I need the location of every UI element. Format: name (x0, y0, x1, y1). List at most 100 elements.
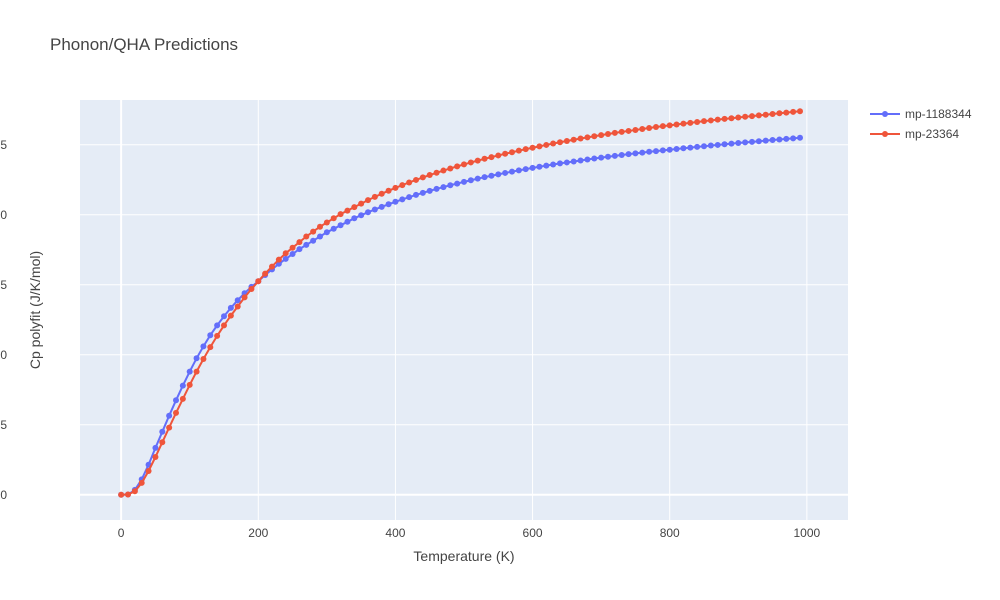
data-point[interactable] (749, 113, 755, 120)
data-point[interactable] (742, 139, 749, 146)
data-point[interactable] (659, 123, 666, 130)
data-point[interactable] (742, 113, 749, 120)
data-point[interactable] (714, 116, 721, 123)
data-point[interactable] (605, 131, 611, 138)
data-point[interactable] (248, 286, 255, 292)
data-point[interactable] (611, 152, 618, 159)
data-point[interactable] (591, 155, 598, 162)
data-point[interactable] (419, 174, 426, 181)
data-point[interactable] (330, 225, 337, 232)
legend-item[interactable]: mp-23364 (870, 127, 959, 141)
data-point[interactable] (509, 168, 515, 175)
data-point[interactable] (406, 194, 413, 201)
data-point[interactable] (269, 263, 275, 270)
data-point[interactable] (186, 381, 193, 388)
data-point[interactable] (536, 143, 543, 150)
data-point[interactable] (145, 468, 152, 474)
data-point[interactable] (419, 189, 426, 196)
data-point[interactable] (783, 135, 790, 142)
data-point[interactable] (694, 118, 701, 125)
data-point[interactable] (687, 144, 694, 151)
data-point[interactable] (371, 193, 378, 200)
data-point[interactable] (666, 146, 673, 153)
data-point[interactable] (365, 209, 371, 216)
data-point[interactable] (714, 141, 721, 148)
data-point[interactable] (646, 148, 653, 155)
data-point[interactable] (543, 141, 550, 148)
data-point[interactable] (557, 139, 563, 146)
data-point[interactable] (666, 122, 673, 129)
data-point[interactable] (653, 148, 659, 155)
data-point[interactable] (509, 149, 515, 156)
data-point[interactable] (728, 115, 735, 122)
data-point[interactable] (563, 138, 570, 145)
data-point[interactable] (282, 250, 289, 257)
data-point[interactable] (783, 109, 790, 116)
data-point[interactable] (378, 190, 385, 197)
data-point[interactable] (721, 141, 728, 148)
data-point[interactable] (797, 108, 803, 115)
data-point[interactable] (625, 127, 632, 134)
data-point[interactable] (721, 115, 728, 122)
data-point[interactable] (694, 143, 701, 150)
data-point[interactable] (440, 167, 447, 174)
data-point[interactable] (529, 144, 536, 151)
data-point[interactable] (707, 117, 714, 124)
data-point[interactable] (502, 169, 509, 176)
data-point[interactable] (481, 155, 488, 162)
data-point[interactable] (173, 409, 179, 416)
data-point[interactable] (461, 178, 467, 185)
data-point[interactable] (515, 147, 522, 154)
data-point[interactable] (131, 488, 138, 495)
data-point[interactable] (790, 108, 797, 115)
data-point[interactable] (310, 237, 317, 244)
data-point[interactable] (769, 137, 776, 144)
data-point[interactable] (227, 304, 234, 311)
data-point[interactable] (275, 256, 282, 263)
data-point[interactable] (159, 439, 166, 446)
data-point[interactable] (687, 119, 694, 126)
data-point[interactable] (351, 215, 358, 222)
data-point[interactable] (632, 150, 639, 157)
data-point[interactable] (371, 206, 378, 213)
data-point[interactable] (762, 137, 769, 144)
data-point[interactable] (755, 112, 762, 119)
data-point[interactable] (323, 229, 330, 236)
data-point[interactable] (550, 161, 557, 168)
data-point[interactable] (474, 157, 481, 164)
data-point[interactable] (659, 147, 666, 154)
data-point[interactable] (618, 128, 625, 135)
data-point[interactable] (673, 121, 680, 128)
data-point[interactable] (173, 397, 179, 404)
data-point[interactable] (296, 246, 303, 253)
data-point[interactable] (755, 138, 762, 145)
data-point[interactable] (577, 157, 584, 164)
data-point[interactable] (639, 125, 646, 132)
data-point[interactable] (447, 165, 454, 172)
data-point[interactable] (639, 149, 646, 156)
data-point[interactable] (344, 207, 351, 214)
data-point[interactable] (632, 126, 639, 133)
data-point[interactable] (591, 133, 598, 140)
data-point[interactable] (166, 412, 173, 419)
data-point[interactable] (454, 163, 461, 170)
data-point[interactable] (557, 160, 563, 167)
data-point[interactable] (186, 368, 193, 375)
data-point[interactable] (159, 428, 166, 435)
data-point[interactable] (433, 169, 440, 176)
legend-item[interactable]: mp-1188344 (870, 107, 972, 121)
data-point[interactable] (138, 479, 145, 486)
data-point[interactable] (728, 140, 735, 147)
data-point[interactable] (701, 118, 707, 125)
data-point[interactable] (488, 154, 495, 161)
data-point[interactable] (317, 233, 323, 240)
data-point[interactable] (543, 162, 550, 169)
data-point[interactable] (234, 297, 241, 304)
data-point[interactable] (467, 159, 474, 166)
data-point[interactable] (262, 270, 269, 277)
data-point[interactable] (385, 201, 392, 208)
data-point[interactable] (502, 150, 509, 157)
data-point[interactable] (221, 313, 227, 320)
data-point[interactable] (426, 172, 433, 179)
data-point[interactable] (474, 175, 481, 182)
